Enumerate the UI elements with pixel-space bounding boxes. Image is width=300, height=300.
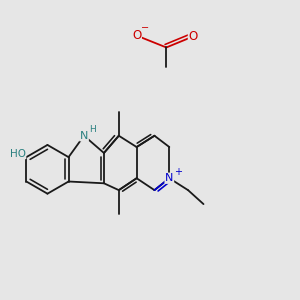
Text: N: N	[165, 173, 173, 183]
Text: +: +	[174, 167, 182, 177]
Text: N: N	[80, 131, 88, 141]
Text: H: H	[90, 125, 96, 134]
Text: O: O	[132, 29, 141, 42]
Text: O: O	[188, 30, 198, 43]
Text: HO: HO	[10, 148, 26, 159]
Text: −: −	[142, 23, 150, 33]
